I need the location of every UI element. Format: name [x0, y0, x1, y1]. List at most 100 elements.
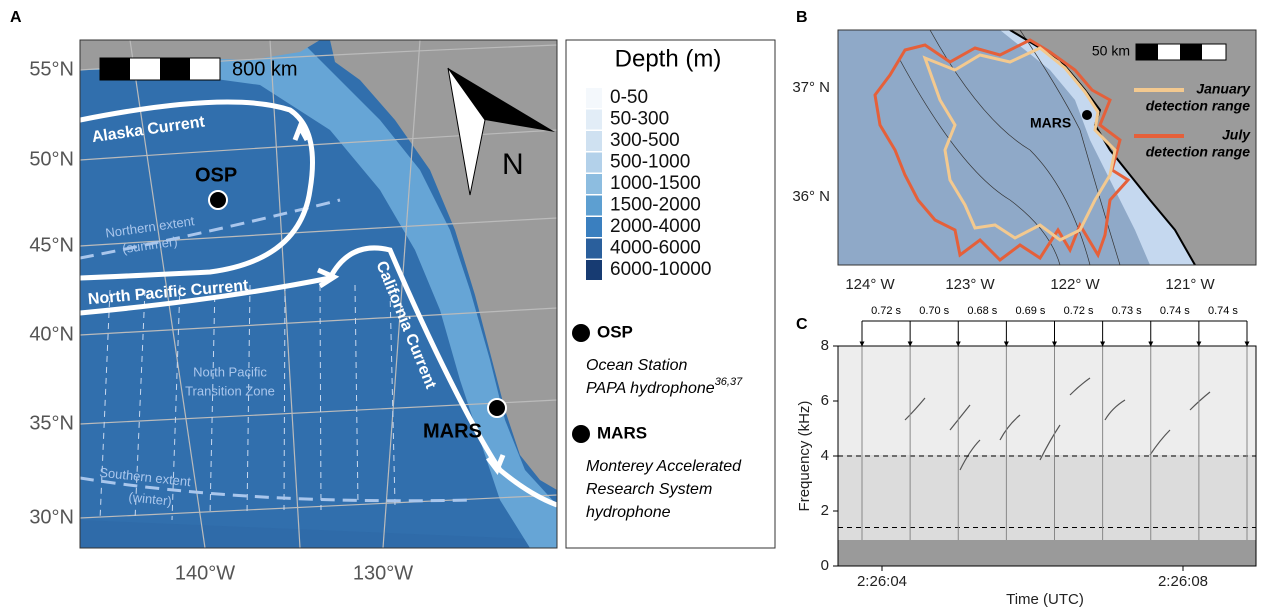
- lat-label: 45°N: [29, 234, 74, 256]
- station-label: OSP: [195, 164, 237, 186]
- shape: [1019, 30, 1121, 265]
- zone-label: North Pacific: [193, 364, 267, 379]
- legend-swatch: [586, 217, 602, 237]
- arrow: [316, 267, 340, 289]
- land: [80, 40, 557, 490]
- legend-swatch: [586, 131, 602, 151]
- arrow: [486, 454, 506, 476]
- lat-label: 30°N: [29, 506, 74, 528]
- shape: [354, 284, 359, 506]
- zone-label: (winter): [128, 489, 173, 508]
- x-axis-title: Time (UTC): [1006, 591, 1084, 608]
- legend-desc: PAPA hydrophone36,37: [586, 376, 743, 397]
- y-tick-label: 8: [821, 337, 829, 354]
- shape: [929, 30, 1091, 265]
- legend-marker: [572, 425, 590, 443]
- shape: [1149, 429, 1171, 456]
- scale-bar: [100, 58, 130, 80]
- station-mars: [487, 398, 507, 418]
- contours: [899, 30, 1121, 265]
- legend-label: 6000-10000: [610, 259, 711, 280]
- lon-label: 121° W: [1165, 276, 1215, 293]
- legend-label: 2000-4000: [610, 216, 701, 237]
- shape: [1069, 377, 1091, 396]
- legend-label: July: [1222, 127, 1251, 143]
- north-label: N: [502, 148, 524, 181]
- north-arrow: [448, 68, 555, 132]
- grid-line: [269, 40, 301, 548]
- frame: [837, 29, 1257, 266]
- grid-line: [80, 399, 557, 425]
- x-tick-label: 2:26:08: [1158, 573, 1208, 590]
- legend-swatch: [586, 260, 602, 280]
- scale-label: 800 km: [232, 58, 298, 80]
- california-current: [327, 245, 557, 508]
- arrow: [292, 121, 310, 142]
- north-pacific-current: [80, 275, 331, 316]
- y-tick-label: 0: [821, 557, 829, 574]
- north-arrow: [447, 67, 486, 196]
- legend-desc: Research System: [586, 481, 712, 498]
- legend-label: detection range: [1146, 98, 1250, 114]
- legend-desc: Monterey Accelerated: [586, 458, 742, 475]
- shape: [949, 404, 971, 431]
- legend-station: OSP: [597, 322, 633, 341]
- legend-desc: hydrophone: [586, 504, 671, 521]
- lon-label: 130°W: [353, 562, 413, 584]
- plot: 0 2 4 6 8 0.72 s 0.70 s 0.68 s 0.69 s 0.72 s 0.73 …: [796, 305, 1256, 608]
- axes: 37° N 36° N 124° W 123° W 122° W 121° W: [792, 79, 1215, 293]
- legend: 0-5050-300300-500500-10001000-15001500-2…: [572, 87, 743, 521]
- shape: [959, 439, 981, 471]
- ocean: [838, 30, 1195, 265]
- grid-line: [129, 40, 206, 548]
- frame: [837, 345, 1257, 567]
- legend-label: 4000-6000: [610, 238, 701, 259]
- y-tick-label: 4: [821, 447, 829, 464]
- legend-desc: Ocean Station: [586, 357, 688, 374]
- legend-label: 50-300: [610, 109, 669, 130]
- lon-label: 122° W: [1050, 276, 1100, 293]
- interval-label: 0.68 s: [967, 305, 997, 317]
- lat-label: 36° N: [792, 188, 830, 205]
- station-osp: [208, 190, 228, 210]
- july-range: [873, 38, 1131, 262]
- shape: [209, 284, 216, 516]
- legend-label: detection range: [1146, 144, 1250, 160]
- scale-bar: [1180, 44, 1202, 60]
- legend-marker: [572, 324, 590, 342]
- shape: [999, 414, 1021, 441]
- map-a: 800 km N Alaska Current North Pacific Cu…: [80, 40, 557, 548]
- legend-label: 1000-1500: [610, 173, 701, 194]
- legend-swatch: [586, 174, 602, 194]
- legend-swatch: [586, 88, 602, 108]
- shape: [1104, 399, 1126, 421]
- interval-label: 0.70 s: [919, 305, 949, 317]
- legend-label: 500-1000: [610, 152, 690, 173]
- interval-label: 0.69 s: [1015, 305, 1045, 317]
- panel-label: B: [796, 9, 808, 26]
- panel-label: A: [10, 9, 22, 26]
- grid-line: [80, 494, 557, 519]
- interval-label: 0.73 s: [1112, 305, 1142, 317]
- shape: [246, 284, 251, 516]
- lat-label: 50°N: [29, 148, 74, 170]
- x-tick-label: 2:26:04: [857, 573, 907, 590]
- legend-label: 300-500: [610, 130, 680, 151]
- shape: [283, 284, 286, 511]
- legend-swatch: [586, 152, 602, 173]
- interval-label: 0.72 s: [871, 305, 901, 317]
- legend-label: 1500-2000: [610, 195, 701, 216]
- station-label: MARS: [423, 420, 482, 442]
- scale-bar: [1136, 44, 1158, 60]
- shape: [904, 397, 926, 421]
- legend-label: 0-50: [610, 87, 648, 108]
- superscript: 36,37: [715, 376, 743, 388]
- grid-line: [382, 40, 421, 548]
- lat-label: 55°N: [29, 58, 74, 80]
- lat-label: 40°N: [29, 323, 74, 345]
- calls: [904, 377, 1211, 471]
- spectrogram-low: [838, 540, 1256, 566]
